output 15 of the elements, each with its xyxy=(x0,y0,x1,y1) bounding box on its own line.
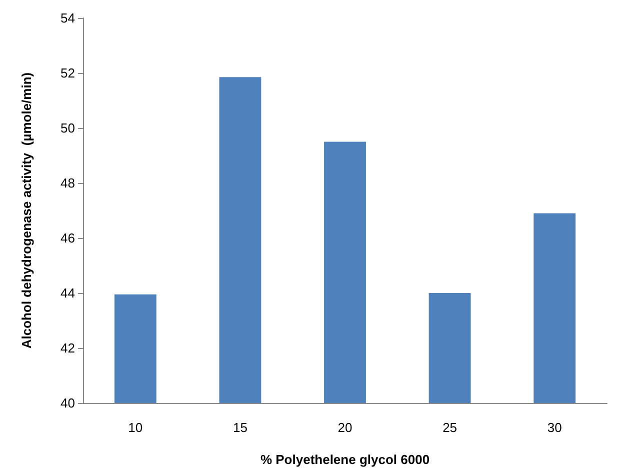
x-tick-label: 30 xyxy=(547,420,562,435)
y-tick-label: 42 xyxy=(60,340,75,356)
y-tick-label: 54 xyxy=(60,10,75,26)
y-axis-title: Alcohol dehydrogenase activity (µmole/min) xyxy=(19,72,34,349)
x-tick-label: 10 xyxy=(128,420,143,435)
y-tick-label: 52 xyxy=(60,66,75,80)
y-tick-label: 44 xyxy=(60,286,75,300)
x-axis-title: % Polyethelene glycol 6000 xyxy=(260,452,430,467)
y-tick-label: 48 xyxy=(60,176,75,190)
x-tick-label: 20 xyxy=(338,420,352,435)
y-tick-label: 46 xyxy=(60,230,75,246)
x-tick-label: 25 xyxy=(442,420,458,435)
x-tick-label: 15 xyxy=(232,420,248,435)
y-tick-label: 50 xyxy=(60,120,75,136)
y-tick-label: 40 xyxy=(60,396,75,410)
